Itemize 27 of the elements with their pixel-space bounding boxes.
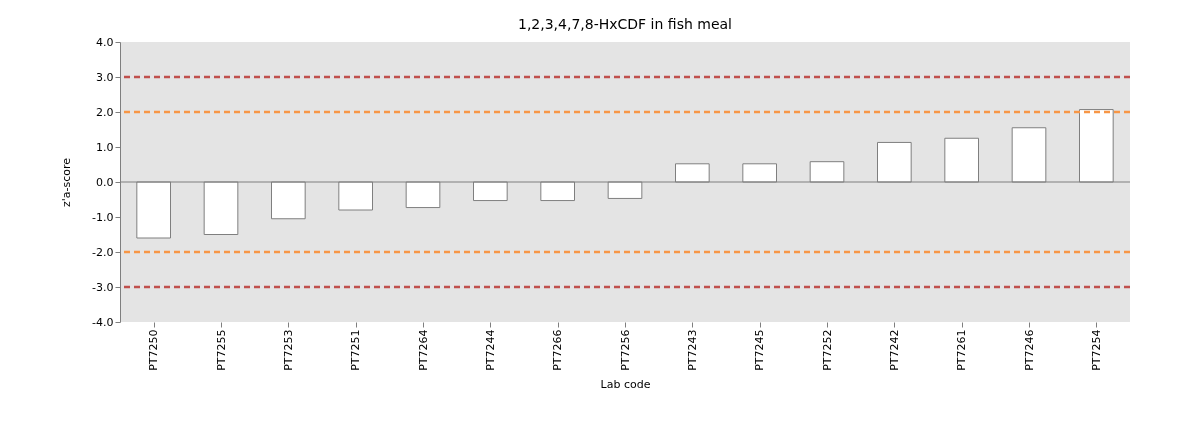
y-tick-label: 4.0 (96, 35, 114, 49)
x-tick-label: PT7254 (1089, 329, 1103, 371)
x-axis-title: Lab code (600, 377, 651, 391)
y-tick-label: -4.0 (92, 315, 114, 329)
x-tick-label: PT7261 (955, 329, 969, 371)
x-tick-label: PT7253 (281, 329, 295, 371)
y-tick-label: -1.0 (92, 210, 114, 224)
x-tick-label: PT7246 (1022, 329, 1036, 371)
y-tick-label: -2.0 (92, 245, 114, 259)
y-tick-label: 0.0 (96, 175, 114, 189)
chart-title: 1,2,3,4,7,8-HxCDF in fish meal (518, 16, 732, 32)
x-tick-label: PT7264 (416, 329, 430, 371)
x-tick-label: PT7255 (214, 329, 228, 371)
y-axis-title: z'a-score (60, 157, 74, 208)
y-tick-label: 2.0 (96, 105, 114, 119)
x-tick-label: PT7243 (685, 329, 699, 371)
x-tick-label: PT7244 (483, 329, 497, 371)
x-tick-label: PT7250 (147, 329, 161, 371)
x-tick-label: PT7266 (551, 329, 565, 371)
x-tick-label: PT7245 (753, 329, 767, 371)
x-tick-label: PT7256 (618, 329, 632, 371)
x-tick-label: PT7251 (349, 329, 363, 371)
x-tick-label: PT7242 (887, 329, 901, 371)
y-tick-label: 1.0 (96, 140, 114, 154)
x-tick-label: PT7252 (820, 329, 834, 371)
y-tick-label: -3.0 (92, 280, 114, 294)
y-tick-label: 3.0 (96, 70, 114, 84)
